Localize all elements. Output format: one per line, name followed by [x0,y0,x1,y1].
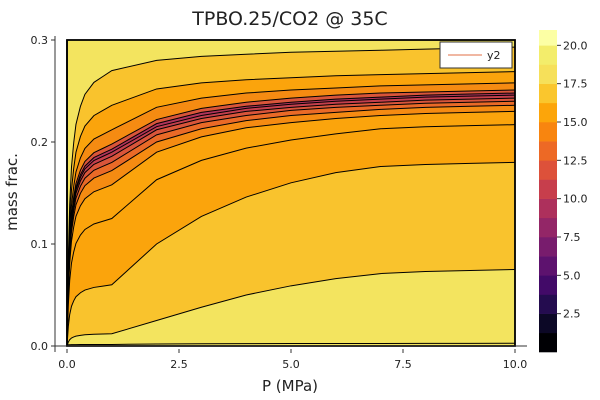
colorbar-segment [539,102,557,123]
colorbar-tick-label: 12.5 [563,154,588,167]
contour-line [66,124,516,347]
contour-band [67,269,515,346]
legend: y2 [439,41,513,69]
colorbar-segment [539,237,557,257]
colorbar-segment [539,332,557,353]
colorbar-segment [539,198,557,219]
colorbar-tick-label: 10.0 [563,193,588,206]
y-tick-label: 0.3 [31,34,49,47]
x-tick-label: 5.0 [282,358,300,371]
colorbar-tick-label: 7.5 [563,231,581,244]
y-tick-label: 0.0 [31,340,49,353]
contour-line [66,104,516,347]
colorbar-segment [539,160,557,180]
chart-title: TPBO.25/CO2 @ 35C [191,8,387,30]
colorbar-segment [539,294,557,314]
contour-line [66,89,516,347]
contour-line [66,269,516,347]
colorbar-segment [539,45,557,65]
colorbar-segment [539,275,557,295]
x-tick-label: 0.0 [58,358,76,371]
colorbar-tick-label: 20.0 [563,39,588,52]
colorbar-segment [539,83,557,104]
contour-line [66,161,516,347]
colorbar-segment [539,179,557,199]
y-tick-label: 0.1 [31,238,49,251]
contour-band [67,162,515,346]
contour-line [66,71,516,347]
axes [54,36,527,352]
x-tick-label: 7.5 [394,358,412,371]
x-axis-label: P (MPa) [262,377,318,395]
y-tick-label: 0.2 [31,136,49,149]
contour-line [66,46,516,347]
contour-line [66,342,516,346]
colorbar-tick-label: 5.0 [563,269,581,282]
contour-band [67,124,515,346]
contour-lines [66,40,516,347]
x-tick-label: 2.5 [170,358,188,371]
colorbar-segment [539,313,557,334]
contour-band [67,47,515,346]
colorbar-ticks: 2.5 5.0 7.5 10.0 12.5 15.0 17.5 20.0 [557,39,588,321]
contour-bands [67,40,515,347]
contour-line [66,110,516,347]
colorbar-tick-label: 17.5 [563,78,588,91]
x-axis-ticks: 0.0 2.5 5.0 7.5 10.0 [58,349,527,371]
colorbar-segment [539,122,557,142]
y-axis-label: mass frac. [3,153,21,231]
colorbar-tick-label: 15.0 [563,116,588,129]
x-tick-label: 10.0 [503,358,528,371]
colorbar-segment [539,217,557,238]
legend-label-y2: y2 [487,49,501,62]
colorbar-segment [539,256,557,276]
colorbar [539,30,557,353]
colorbar-segment [539,141,557,161]
colorbar-tick-label: 2.5 [563,308,581,321]
y-axis-ticks: 0.0 0.1 0.2 0.3 [31,34,55,353]
contour-line [66,82,516,347]
colorbar-segment [539,30,557,46]
colorbar-segment [539,64,557,84]
